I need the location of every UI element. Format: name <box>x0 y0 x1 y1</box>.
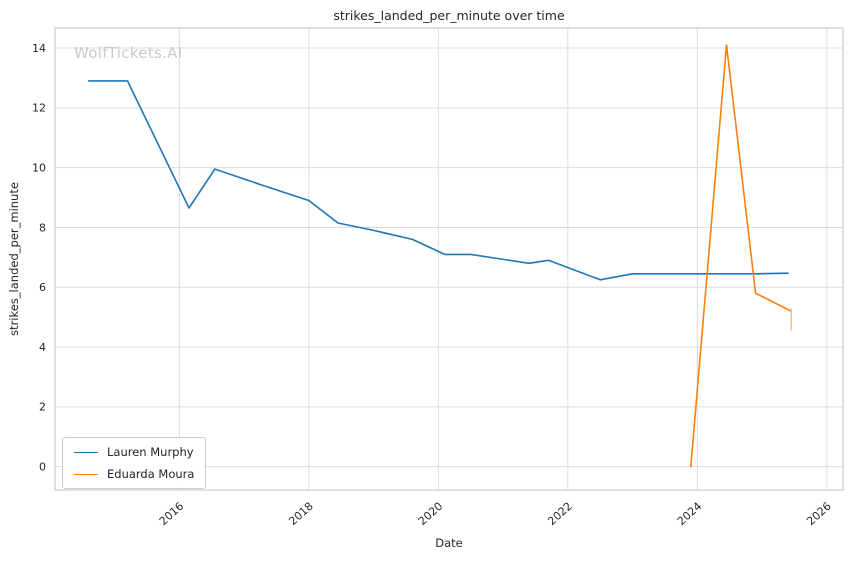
x-axis-label: Date <box>435 536 463 550</box>
svg-text:2020: 2020 <box>416 500 446 528</box>
svg-text:4: 4 <box>39 341 46 354</box>
svg-text:2: 2 <box>39 401 46 414</box>
svg-text:2024: 2024 <box>675 500 705 528</box>
svg-text:2018: 2018 <box>286 500 316 528</box>
svg-text:2016: 2016 <box>157 500 187 528</box>
legend-line-swatch <box>74 451 98 453</box>
y-axis-label: strikes_landed_per_minute <box>7 182 21 336</box>
legend-item: Eduarda Moura <box>74 467 194 481</box>
svg-text:2022: 2022 <box>545 500 575 528</box>
legend-label: Lauren Murphy <box>107 445 194 459</box>
svg-text:2026: 2026 <box>804 500 834 528</box>
svg-text:10: 10 <box>32 161 46 174</box>
svg-text:0: 0 <box>39 461 46 474</box>
watermark: WolfTickets.AI <box>74 44 183 62</box>
svg-text:8: 8 <box>39 221 46 234</box>
svg-text:14: 14 <box>32 42 46 55</box>
legend-line-swatch <box>74 473 98 475</box>
chart-title: strikes_landed_per_minute over time <box>333 8 565 23</box>
legend-item: Lauren Murphy <box>74 445 194 459</box>
svg-text:12: 12 <box>32 102 46 115</box>
legend: Lauren Murphy Eduarda Moura <box>62 437 207 489</box>
legend-label: Eduarda Moura <box>107 467 195 481</box>
svg-text:6: 6 <box>39 281 46 294</box>
